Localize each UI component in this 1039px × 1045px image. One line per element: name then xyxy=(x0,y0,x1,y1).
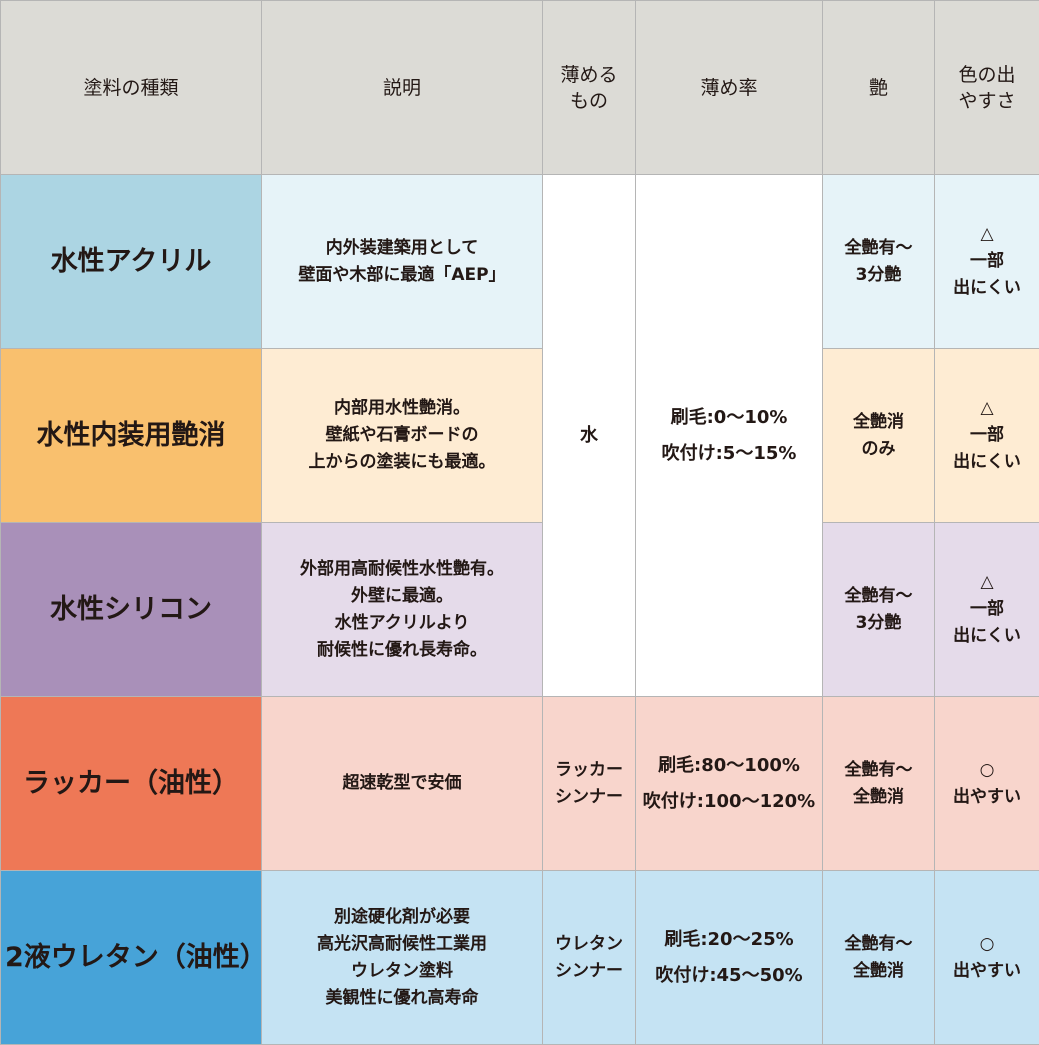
paint-description: 超速乾型で安価 xyxy=(262,697,543,871)
table-row: 水性アクリル 内外装建築用として 壁面や木部に最適「AEP」 水 刷毛:0〜10… xyxy=(1,175,1039,349)
dilution-ratio: 刷毛:20〜25% 吹付け:45〜50% xyxy=(636,871,823,1045)
color-ease: △ 一部 出にくい xyxy=(935,523,1039,697)
gloss: 全艶有〜 全艶消 xyxy=(823,697,935,871)
table-row: 水性内装用艶消 内部用水性艶消。 壁紙や石膏ボードの 上からの塗装にも最適。 全… xyxy=(1,349,1039,523)
paint-name: ラッカー（油性） xyxy=(1,697,262,871)
header-paint-type: 塗料の種類 xyxy=(1,1,262,175)
table-row: 2液ウレタン（油性） 別途硬化剤が必要 高光沢高耐候性工業用 ウレタン塗料 美観… xyxy=(1,871,1039,1045)
thinner: 水 xyxy=(543,175,636,697)
color-ease: △ 一部 出にくい xyxy=(935,349,1039,523)
thinner: ウレタン シンナー xyxy=(543,871,636,1045)
thinner: ラッカー シンナー xyxy=(543,697,636,871)
color-ease: △ 一部 出にくい xyxy=(935,175,1039,349)
dilution-ratio: 刷毛:0〜10% 吹付け:5〜15% xyxy=(636,175,823,697)
table-row: 水性シリコン 外部用高耐候性水性艶有。 外壁に最適。 水性アクリルより 耐候性に… xyxy=(1,523,1039,697)
color-ease: ○ 出やすい xyxy=(935,697,1039,871)
header-gloss: 艶 xyxy=(823,1,935,175)
header-row: 塗料の種類 説明 薄める もの 薄め率 艶 色の出 やすさ xyxy=(1,1,1039,175)
header-ratio: 薄め率 xyxy=(636,1,823,175)
paint-name: 水性内装用艶消 xyxy=(1,349,262,523)
gloss: 全艶有〜 3分艶 xyxy=(823,175,935,349)
paint-description: 外部用高耐候性水性艶有。 外壁に最適。 水性アクリルより 耐候性に優れ長寿命。 xyxy=(262,523,543,697)
gloss: 全艶有〜 3分艶 xyxy=(823,523,935,697)
header-description: 説明 xyxy=(262,1,543,175)
paint-description: 別途硬化剤が必要 高光沢高耐候性工業用 ウレタン塗料 美観性に優れ高寿命 xyxy=(262,871,543,1045)
gloss: 全艶消 のみ xyxy=(823,349,935,523)
color-ease: ○ 出やすい xyxy=(935,871,1039,1045)
paint-name: 水性シリコン xyxy=(1,523,262,697)
paint-description: 内外装建築用として 壁面や木部に最適「AEP」 xyxy=(262,175,543,349)
paint-description: 内部用水性艶消。 壁紙や石膏ボードの 上からの塗装にも最適。 xyxy=(262,349,543,523)
paint-name: 2液ウレタン（油性） xyxy=(1,871,262,1045)
table-row: ラッカー（油性） 超速乾型で安価 ラッカー シンナー 刷毛:80〜100% 吹付… xyxy=(1,697,1039,871)
gloss: 全艶有〜 全艶消 xyxy=(823,871,935,1045)
header-thinner: 薄める もの xyxy=(543,1,636,175)
paint-name: 水性アクリル xyxy=(1,175,262,349)
header-color: 色の出 やすさ xyxy=(935,1,1039,175)
dilution-ratio: 刷毛:80〜100% 吹付け:100〜120% xyxy=(636,697,823,871)
